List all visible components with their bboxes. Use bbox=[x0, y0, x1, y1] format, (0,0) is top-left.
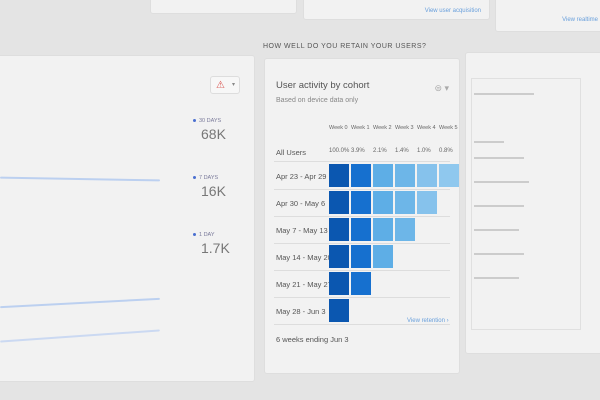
view-retention-link[interactable]: View retention › bbox=[407, 318, 449, 324]
view-user-acquisition-link[interactable]: View user acquisition bbox=[424, 8, 481, 14]
cohort-cell[interactable] bbox=[373, 245, 393, 268]
cohort-cell[interactable] bbox=[329, 164, 349, 187]
row-divider bbox=[274, 243, 450, 244]
cohort-row-label: May 28 - Jun 3 bbox=[276, 307, 326, 316]
legend-value: 68K bbox=[201, 126, 226, 142]
card-subtitle: Based on device data only bbox=[276, 97, 359, 104]
week-header: Week 2 bbox=[373, 125, 392, 131]
top-card-3: View realtime bbox=[495, 0, 600, 32]
card-footer: 6 weeks ending Jun 3 bbox=[276, 335, 349, 344]
all-users-value: 0.8% bbox=[439, 148, 453, 154]
all-users-value: 100.0% bbox=[329, 148, 350, 154]
cohort-cell[interactable] bbox=[351, 245, 371, 268]
cohort-cell[interactable] bbox=[373, 191, 393, 214]
cohort-row-label: Apr 23 - Apr 29 bbox=[276, 172, 327, 181]
legend-value: 16K bbox=[201, 183, 226, 199]
warning-triangle-icon: ⚠ bbox=[216, 80, 225, 91]
legend-1-day: 1 DAY 1.7K bbox=[193, 232, 230, 256]
cohort-cell[interactable] bbox=[373, 218, 393, 241]
cohort-cell[interactable] bbox=[417, 164, 437, 187]
legend-30-days: 30 DAYS 68K bbox=[193, 118, 226, 142]
cohort-row-label: May 21 - May 27 bbox=[276, 280, 332, 289]
all-users-value: 3.9% bbox=[351, 148, 365, 154]
cohort-cell[interactable] bbox=[395, 191, 415, 214]
row-divider bbox=[274, 297, 450, 298]
chevron-down-icon: ▾ bbox=[231, 82, 235, 88]
legend-label: 30 DAYS bbox=[199, 118, 222, 124]
all-users-value: 1.4% bbox=[395, 148, 409, 154]
cohort-cell[interactable] bbox=[329, 272, 349, 295]
view-realtime-link[interactable]: View realtime bbox=[562, 17, 598, 23]
legend-label: 7 DAYS bbox=[199, 175, 219, 181]
cohort-cell[interactable] bbox=[417, 191, 437, 214]
section-heading: HOW WELL DO YOU RETAIN YOUR USERS? bbox=[263, 43, 427, 50]
week-header: Week 3 bbox=[395, 125, 414, 131]
row-divider bbox=[274, 216, 450, 217]
week-header: Week 0 bbox=[329, 125, 348, 131]
top-card-1 bbox=[150, 0, 297, 14]
view-retention-label: View retention bbox=[407, 318, 445, 324]
legend-7-days: 7 DAYS 16K bbox=[193, 175, 226, 199]
card-title: User activity by cohort bbox=[276, 80, 370, 91]
week-header: Week 4 bbox=[417, 125, 436, 131]
cohort-cell[interactable] bbox=[439, 164, 459, 187]
top-card-2: View user acquisition bbox=[303, 0, 490, 20]
all-users-value: 1.0% bbox=[417, 148, 431, 154]
cohort-cell[interactable] bbox=[351, 272, 371, 295]
cohort-cell[interactable] bbox=[351, 164, 371, 187]
week-header: Week 5 bbox=[439, 125, 458, 131]
cohort-cell[interactable] bbox=[395, 164, 415, 187]
cohort-card: User activity by cohort Based on device … bbox=[264, 58, 460, 374]
cohort-cell[interactable] bbox=[329, 245, 349, 268]
cohort-cell[interactable] bbox=[329, 299, 349, 322]
all-users-label: All Users bbox=[276, 148, 307, 157]
active-users-card bbox=[0, 55, 255, 382]
cohort-row-label: Apr 30 - May 6 bbox=[276, 199, 326, 208]
row-divider bbox=[274, 189, 450, 190]
legend-label: 1 DAY bbox=[199, 232, 215, 238]
row-divider bbox=[274, 324, 450, 325]
list-panel bbox=[471, 78, 581, 330]
row-divider bbox=[274, 270, 450, 271]
cohort-row-label: May 14 - May 20 bbox=[276, 253, 332, 262]
right-card bbox=[465, 52, 600, 354]
cohort-cell[interactable] bbox=[351, 218, 371, 241]
cohort-row-label: May 7 - May 13 bbox=[276, 226, 328, 235]
cohort-cell[interactable] bbox=[351, 191, 371, 214]
cohort-cell[interactable] bbox=[329, 191, 349, 214]
cohort-cell[interactable] bbox=[329, 218, 349, 241]
cohort-cell[interactable] bbox=[373, 164, 393, 187]
week-header: Week 1 bbox=[351, 125, 370, 131]
cohort-cell[interactable] bbox=[395, 218, 415, 241]
warning-button[interactable]: ⚠ ▾ bbox=[210, 76, 240, 94]
legend-value: 1.7K bbox=[201, 240, 230, 256]
compare-icon[interactable]: ⊜ ▾ bbox=[434, 83, 449, 93]
all-users-value: 2.1% bbox=[373, 148, 387, 154]
